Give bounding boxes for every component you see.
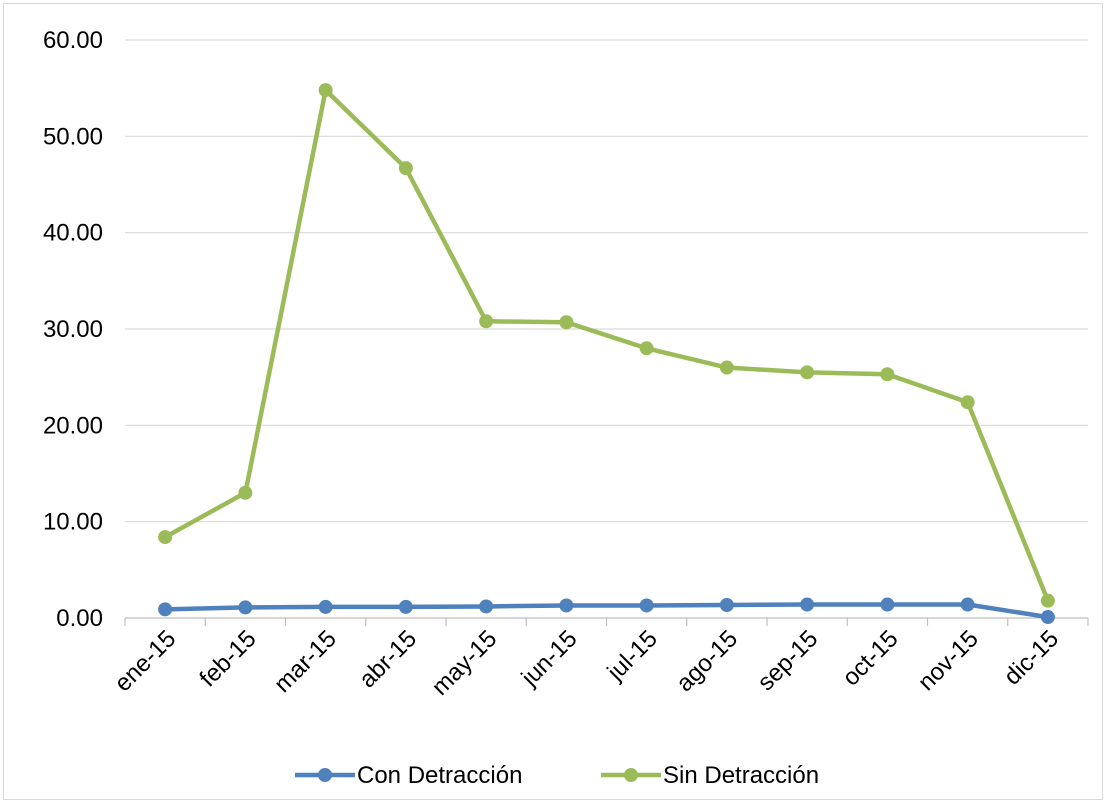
x-tick-label: jul-15 — [602, 625, 663, 686]
x-tick-label: ago-15 — [671, 625, 743, 697]
data-point — [238, 485, 253, 500]
legend-label: Con Detracción — [357, 762, 522, 789]
data-point — [960, 597, 975, 612]
series-line — [162, 87, 1051, 603]
x-tick-label: sep-15 — [752, 625, 823, 696]
legend: Con Detracción Sin Detracción — [295, 762, 819, 789]
data-point — [639, 341, 654, 356]
line-chart: 0.00 10.00 20.00 30.00 40.00 50.00 60.00 ene-15… — [43, 27, 1089, 789]
y-tick-label: 40.00 — [43, 220, 103, 247]
legend-marker — [624, 768, 638, 782]
data-point — [158, 530, 173, 545]
data-point — [1040, 610, 1055, 625]
x-tick-label: jun-15 — [516, 625, 583, 692]
data-point — [238, 600, 253, 615]
legend-entry-1: Con Detracción — [295, 762, 522, 789]
data-point — [398, 599, 413, 614]
y-tick-label: 30.00 — [43, 316, 103, 343]
data-point — [800, 597, 815, 612]
series-2 — [158, 83, 1055, 608]
data-point — [960, 395, 975, 410]
data-point — [158, 602, 173, 617]
data-point — [1040, 593, 1055, 608]
data-point — [559, 598, 574, 613]
x-tick-label: ene-15 — [109, 625, 181, 697]
data-point — [880, 367, 895, 382]
data-point — [479, 599, 494, 614]
y-tick-label: 0.00 — [56, 605, 103, 632]
data-point — [800, 365, 815, 380]
x-tick-label: nov-15 — [913, 625, 984, 696]
series-1 — [158, 597, 1055, 625]
data-point — [318, 599, 333, 614]
series-line — [162, 602, 1051, 620]
gridlines — [125, 39, 1088, 523]
x-tick-label: mar-15 — [269, 625, 342, 698]
y-tick-label: 10.00 — [43, 509, 103, 536]
data-point — [719, 597, 734, 612]
chart-frame: 0.00 10.00 20.00 30.00 40.00 50.00 60.00 ene-15… — [3, 3, 1103, 800]
x-tick-label: feb-15 — [194, 625, 261, 692]
y-tick-label: 20.00 — [43, 412, 103, 439]
data-point — [398, 161, 413, 176]
x-tick-label: oct-15 — [837, 625, 903, 691]
data-point — [639, 598, 654, 613]
y-tick-label: 60.00 — [43, 27, 103, 54]
x-tick-label: dic-15 — [999, 625, 1064, 690]
legend-marker — [318, 768, 332, 782]
y-tick-label: 50.00 — [43, 123, 103, 150]
legend-label: Sin Detracción — [663, 762, 819, 789]
data-point — [719, 360, 734, 375]
data-point — [318, 83, 333, 98]
data-point — [880, 597, 895, 612]
data-point — [479, 314, 494, 329]
series-lines — [158, 83, 1055, 625]
x-tick-label: abr-15 — [354, 625, 422, 693]
data-point — [559, 315, 574, 330]
legend-entry-2: Sin Detracción — [601, 762, 819, 789]
x-tick-label: may-15 — [427, 625, 503, 701]
